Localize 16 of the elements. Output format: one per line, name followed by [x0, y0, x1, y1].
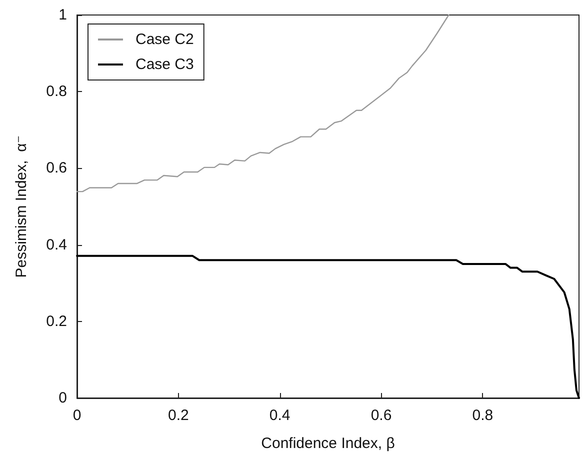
- x-tick-label: 0: [72, 407, 82, 424]
- y-axis-title: Pessimism Index, α⁻: [13, 135, 30, 278]
- y-tick-label: 0.6: [46, 160, 67, 177]
- legend-label: Case C2: [136, 31, 194, 48]
- x-tick-label: 0.4: [269, 407, 290, 424]
- x-tick-label: 0.8: [472, 407, 494, 424]
- y-tick-label: 0: [58, 390, 67, 406]
- legend-label: Case C3: [136, 56, 194, 73]
- x-tick-label: 0.2: [168, 407, 189, 424]
- y-tick-label: 0.4: [46, 236, 67, 254]
- x-axis-title: Confidence Index, β: [261, 435, 396, 452]
- y-tick-label: 0.2: [46, 312, 67, 330]
- line-series: [76, 14, 450, 192]
- y-tick-label: 1: [58, 6, 67, 24]
- x-tick-label: 0.6: [370, 407, 392, 424]
- y-tick-label: 0.8: [46, 83, 67, 100]
